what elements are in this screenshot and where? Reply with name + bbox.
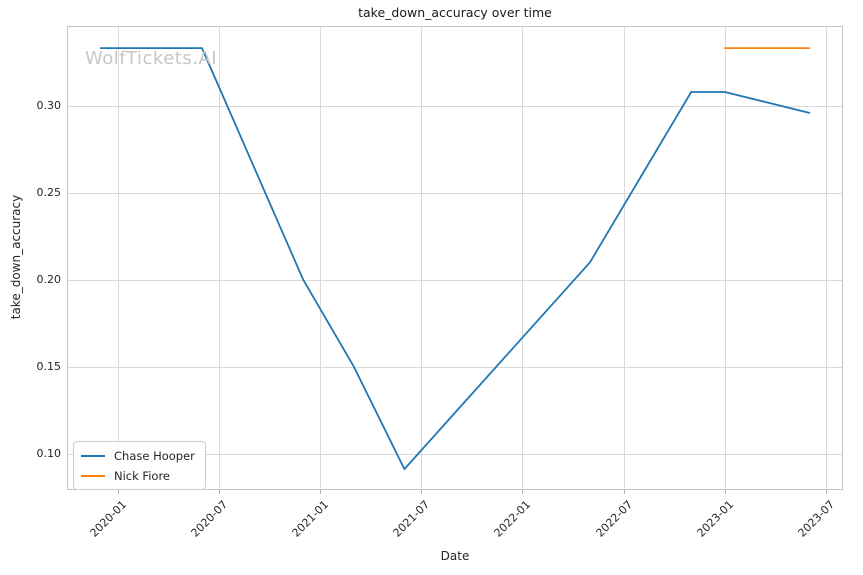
y-tick-label: 0.10	[36, 446, 62, 460]
legend-label: Nick Fiore	[114, 468, 170, 483]
legend-item-chase-hooper: Chase Hooper	[81, 448, 195, 463]
series-line-chase-hooper	[99, 47, 811, 471]
legend: Chase Hooper Nick Fiore	[73, 441, 206, 490]
y-tick-label: 0.20	[36, 272, 62, 286]
y-tick-label: 0.15	[36, 359, 62, 373]
chart-title: take_down_accuracy over time	[358, 5, 552, 20]
legend-item-nick-fiore: Nick Fiore	[81, 468, 195, 483]
legend-line-swatch	[81, 454, 105, 457]
plot-frame	[67, 26, 843, 490]
legend-label: Chase Hooper	[114, 448, 195, 463]
x-axis-label: Date	[440, 549, 470, 563]
legend-line-swatch	[81, 474, 105, 477]
y-tick-label: 0.25	[36, 185, 62, 199]
watermark: WolfTickets.AI	[85, 48, 218, 69]
y-tick-label: 0.30	[36, 98, 62, 112]
